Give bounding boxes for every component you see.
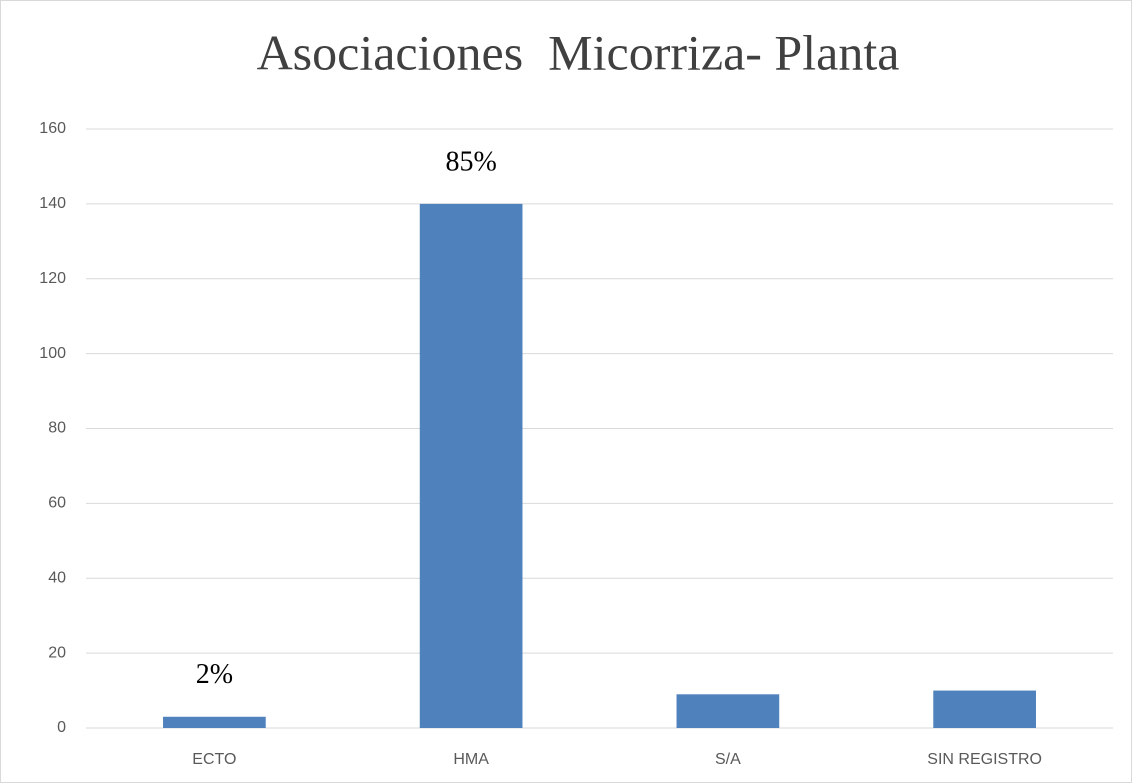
x-tick-label: ECTO — [192, 751, 236, 768]
data-annotation: 2% — [196, 659, 233, 690]
bar — [163, 716, 266, 728]
y-tick-label: 60 — [48, 495, 66, 512]
bar — [676, 694, 780, 728]
bar — [933, 690, 1036, 728]
x-tick-label: S/A — [715, 751, 741, 768]
x-tick-label: HMA — [453, 751, 489, 768]
y-tick-label: 140 — [39, 195, 66, 212]
y-tick-label: 80 — [48, 420, 66, 437]
y-tick-label: 160 — [39, 120, 66, 137]
y-tick-label: 20 — [48, 644, 66, 661]
y-tick-label: 0 — [57, 719, 66, 736]
data-annotation: 85% — [445, 146, 496, 177]
y-tick-label: 120 — [39, 270, 66, 287]
x-tick-label: SIN REGISTRO — [927, 751, 1042, 768]
y-tick-label: 40 — [48, 569, 66, 586]
bar — [419, 203, 523, 728]
chart-title: Asociaciones Micorriza- Planta — [257, 24, 900, 80]
y-tick-label: 100 — [39, 345, 66, 362]
